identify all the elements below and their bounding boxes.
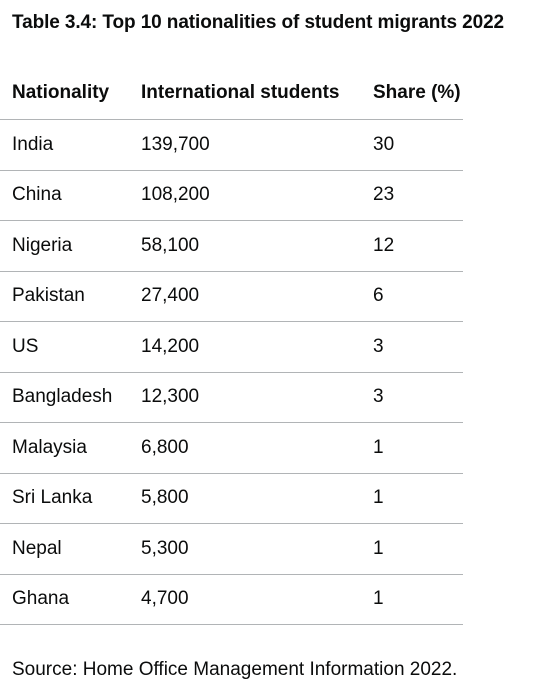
cell-nationality: India bbox=[0, 119, 129, 171]
cell-nationality: Nigeria bbox=[0, 220, 129, 272]
table-row: Ghana 4,700 1 bbox=[0, 574, 463, 625]
cell-students: 6,800 bbox=[129, 422, 361, 474]
table-row: Malaysia 6,800 1 bbox=[0, 422, 463, 474]
cell-share: 1 bbox=[361, 523, 463, 575]
table-row: Pakistan 27,400 6 bbox=[0, 271, 463, 322]
cell-students: 108,200 bbox=[129, 170, 361, 221]
cell-nationality: US bbox=[0, 321, 129, 373]
header-share: Share (%) bbox=[361, 66, 463, 120]
cell-nationality: China bbox=[0, 170, 129, 221]
cell-share: 1 bbox=[361, 574, 463, 625]
table-header-row: Nationality International students Share… bbox=[0, 66, 463, 120]
table-row: Nepal 5,300 1 bbox=[0, 523, 463, 575]
cell-nationality: Nepal bbox=[0, 523, 129, 575]
table-caption: Table 3.4: Top 10 nationalities of stude… bbox=[12, 12, 505, 33]
cell-nationality: Sri Lanka bbox=[0, 473, 129, 524]
cell-students: 5,800 bbox=[129, 473, 361, 524]
source-note: Source: Home Office Management Informati… bbox=[12, 659, 458, 680]
cell-share: 23 bbox=[361, 170, 463, 221]
cell-share: 3 bbox=[361, 321, 463, 373]
cell-nationality: Bangladesh bbox=[0, 372, 129, 423]
nationalities-table: Nationality International students Share… bbox=[0, 66, 463, 625]
cell-students: 139,700 bbox=[129, 119, 361, 171]
cell-students: 27,400 bbox=[129, 271, 361, 322]
cell-share: 1 bbox=[361, 473, 463, 524]
cell-students: 58,100 bbox=[129, 220, 361, 272]
header-international-students: International students bbox=[129, 66, 361, 120]
cell-students: 5,300 bbox=[129, 523, 361, 575]
table-row: US 14,200 3 bbox=[0, 321, 463, 373]
cell-nationality: Ghana bbox=[0, 574, 129, 625]
cell-share: 12 bbox=[361, 220, 463, 272]
cell-students: 12,300 bbox=[129, 372, 361, 423]
cell-nationality: Pakistan bbox=[0, 271, 129, 322]
cell-nationality: Malaysia bbox=[0, 422, 129, 474]
table-row: India 139,700 30 bbox=[0, 119, 463, 171]
table-row: Sri Lanka 5,800 1 bbox=[0, 473, 463, 524]
cell-share: 6 bbox=[361, 271, 463, 322]
table-row: Nigeria 58,100 12 bbox=[0, 220, 463, 272]
table-row: China 108,200 23 bbox=[0, 170, 463, 221]
cell-students: 14,200 bbox=[129, 321, 361, 373]
cell-students: 4,700 bbox=[129, 574, 361, 625]
cell-share: 3 bbox=[361, 372, 463, 423]
cell-share: 30 bbox=[361, 119, 463, 171]
cell-share: 1 bbox=[361, 422, 463, 474]
header-nationality: Nationality bbox=[0, 66, 129, 120]
table-row: Bangladesh 12,300 3 bbox=[0, 372, 463, 423]
